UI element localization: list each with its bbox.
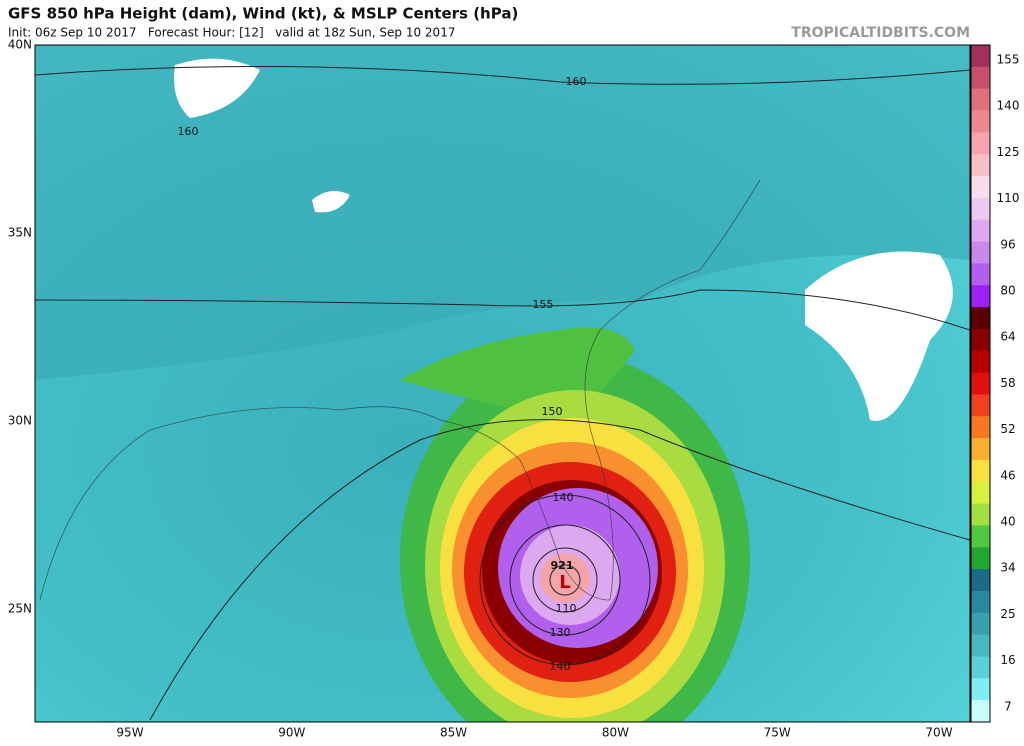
- lon-label: 70W: [925, 726, 952, 740]
- height-contours: [35, 65, 970, 721]
- map-frame: [34, 44, 971, 723]
- colorbar-swatch: [971, 154, 990, 177]
- lon-label: 90W: [278, 726, 305, 740]
- land-shading: [35, 45, 970, 380]
- colorbar-swatch: [971, 438, 990, 461]
- light-wind-area: [312, 191, 350, 213]
- colorbar: 155 140 125 110 96 80 64 58 52 46 40 34 25 16 7: [970, 44, 1020, 723]
- colorbar-swatch: [971, 219, 990, 243]
- colorbar-swatch: [971, 263, 990, 286]
- colorbar-label: 16: [1000, 653, 1015, 667]
- lat-label: 30N: [8, 414, 32, 428]
- contour-label: 160: [178, 125, 199, 138]
- contour-label: 140: [550, 660, 571, 673]
- colorbar-label: 25: [1000, 607, 1015, 621]
- contour-label: 150: [542, 405, 563, 418]
- low-symbol: L: [559, 572, 570, 593]
- colorbar-swatch: [971, 88, 990, 112]
- colorbar-swatch: [971, 656, 990, 679]
- colorbar-swatch: [971, 700, 990, 723]
- light-wind-area: [805, 251, 953, 421]
- map: [35, 45, 970, 722]
- colorbar-swatch: [971, 678, 990, 701]
- colorbar-swatch: [971, 459, 990, 483]
- colorbar-label: 7: [1004, 699, 1012, 713]
- colorbar-frame: [970, 44, 991, 723]
- colorbar-swatch: [971, 503, 990, 526]
- colorbar-label: 96: [1000, 237, 1015, 251]
- title: GFS 850 hPa Height (dam), Wind (kt), & M…: [8, 5, 518, 23]
- colorbar-swatch: [971, 612, 990, 636]
- colorbar-swatch: [971, 110, 990, 133]
- colorbar-swatch: [971, 328, 990, 352]
- colorbar-swatch: [971, 132, 990, 155]
- colorbar-label: 155: [997, 53, 1020, 67]
- subtitle: Init: 06z Sep 10 2017 Forecast Hour: [12…: [8, 26, 455, 40]
- lon-label: 95W: [116, 726, 143, 740]
- colorbar-label: 34: [1000, 561, 1015, 575]
- colorbar-swatch: [971, 372, 990, 395]
- colorbar-label: 40: [1000, 515, 1015, 529]
- colorbar-swatch: [971, 634, 990, 657]
- credit: TROPICALTIDBITS.COM: [791, 25, 970, 41]
- map-labels: 40N 35N 30N 25N 95W 90W 85W 80W 75W 70W 160 160 155 1…: [8, 38, 953, 740]
- contour-label: 160: [566, 75, 587, 88]
- colorbar-swatch: [971, 590, 990, 614]
- colorbar-swatch: [971, 241, 990, 264]
- contour-label: 130: [550, 626, 571, 639]
- colorbar-swatch: [971, 176, 990, 199]
- colorbar-label: 80: [1000, 284, 1015, 298]
- colorbar-label: 140: [997, 99, 1020, 113]
- lon-label: 85W: [440, 726, 467, 740]
- colorbar-swatch: [971, 66, 990, 90]
- colorbar-label: 110: [997, 191, 1020, 205]
- contour-label: 110: [556, 602, 577, 615]
- colorbar-swatch: [971, 307, 990, 330]
- contour-label: 155: [533, 298, 554, 311]
- lat-label: 35N: [8, 226, 32, 240]
- colorbar-swatch: [971, 285, 990, 308]
- low-pressure: 921: [551, 559, 574, 572]
- lat-label: 25N: [8, 602, 32, 616]
- lat-label: 40N: [8, 38, 32, 52]
- colorbar-label: 125: [997, 145, 1020, 159]
- coastlines: [39, 179, 761, 601]
- colorbar-swatch: [971, 569, 990, 592]
- colorbar-swatch: [971, 547, 990, 570]
- light-wind-area: [174, 58, 260, 118]
- colorbar-swatch: [971, 394, 990, 417]
- colorbar-label: 52: [1000, 422, 1015, 436]
- colorbar-swatch: [971, 525, 990, 548]
- contour-label: 140: [553, 491, 574, 504]
- colorbar-swatch: [971, 350, 990, 374]
- colorbar-label: 46: [1000, 468, 1015, 482]
- colorbar-swatch: [971, 45, 990, 68]
- colorbar-swatch: [971, 197, 990, 221]
- colorbar-swatch: [971, 481, 990, 505]
- colorbar-label: 64: [1000, 330, 1015, 344]
- wind-band: [540, 553, 590, 603]
- colorbar-swatch: [971, 416, 990, 439]
- colorbar-label: 58: [1000, 376, 1015, 390]
- lon-label: 80W: [602, 726, 629, 740]
- lon-label: 75W: [764, 726, 791, 740]
